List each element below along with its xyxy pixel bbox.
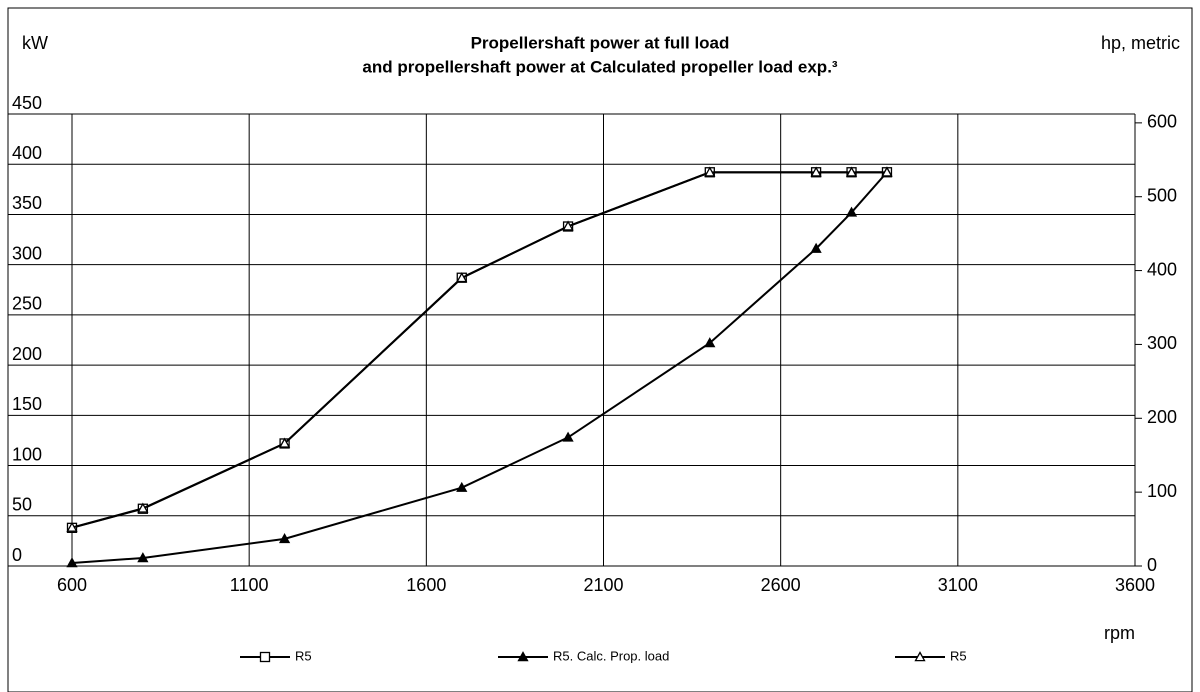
marker	[259, 651, 271, 663]
y-tick-label: 150	[12, 394, 42, 414]
marker	[704, 166, 716, 177]
marker	[278, 533, 291, 544]
marker	[810, 242, 822, 253]
legend-label: R5	[295, 648, 312, 663]
y-tick-label: 50	[12, 495, 32, 515]
y-tick-label: 400	[12, 143, 42, 163]
marker	[456, 481, 468, 492]
y2-tick-label: 200	[1147, 407, 1177, 427]
x-tick-label: 1600	[406, 575, 446, 595]
x-tick-label: 2100	[583, 575, 623, 595]
chart-title: Propellershaft power at full load	[471, 33, 730, 52]
y2-tick-label: 0	[1147, 555, 1157, 575]
y-tick-label: 250	[12, 294, 42, 314]
marker	[66, 557, 78, 568]
marker	[278, 437, 291, 448]
y2-axis-label: hp, metric	[1101, 33, 1180, 53]
y2-tick-label: 600	[1147, 112, 1177, 132]
chart-frame	[7, 7, 1193, 692]
marker	[517, 651, 529, 662]
y2-tick-label: 300	[1147, 333, 1177, 353]
marker	[845, 166, 858, 177]
y2-tick-label: 100	[1147, 481, 1177, 501]
y-tick-label: 200	[12, 344, 42, 364]
y2-tick-label: 400	[1147, 259, 1177, 279]
x-tick-label: 3600	[1115, 575, 1155, 595]
marker	[704, 337, 716, 348]
marker	[881, 166, 893, 177]
legend-label: R5	[950, 648, 967, 663]
x-axis-label: rpm	[1104, 623, 1135, 643]
marker	[810, 166, 822, 177]
marker	[456, 272, 468, 283]
marker	[845, 206, 858, 217]
legend-label: R5. Calc. Prop. load	[553, 648, 669, 663]
marker	[562, 431, 574, 442]
y-tick-label: 350	[12, 193, 42, 213]
chart-title: and propellershaft power at Calculated p…	[362, 57, 837, 76]
x-tick-label: 3100	[938, 575, 978, 595]
y-tick-label: 100	[12, 444, 42, 464]
x-tick-label: 1100	[230, 575, 269, 595]
x-tick-label: 600	[57, 575, 87, 595]
y-tick-label: 0	[12, 545, 22, 565]
x-tick-label: 2600	[761, 575, 801, 595]
marker	[66, 521, 78, 532]
y2-tick-label: 500	[1147, 185, 1177, 205]
y-tick-label: 450	[12, 93, 42, 113]
marker	[137, 552, 149, 563]
marker	[137, 502, 149, 513]
y-axis-label: kW	[22, 33, 48, 53]
marker	[914, 651, 926, 662]
y-tick-label: 300	[12, 243, 42, 263]
marker	[562, 220, 574, 231]
